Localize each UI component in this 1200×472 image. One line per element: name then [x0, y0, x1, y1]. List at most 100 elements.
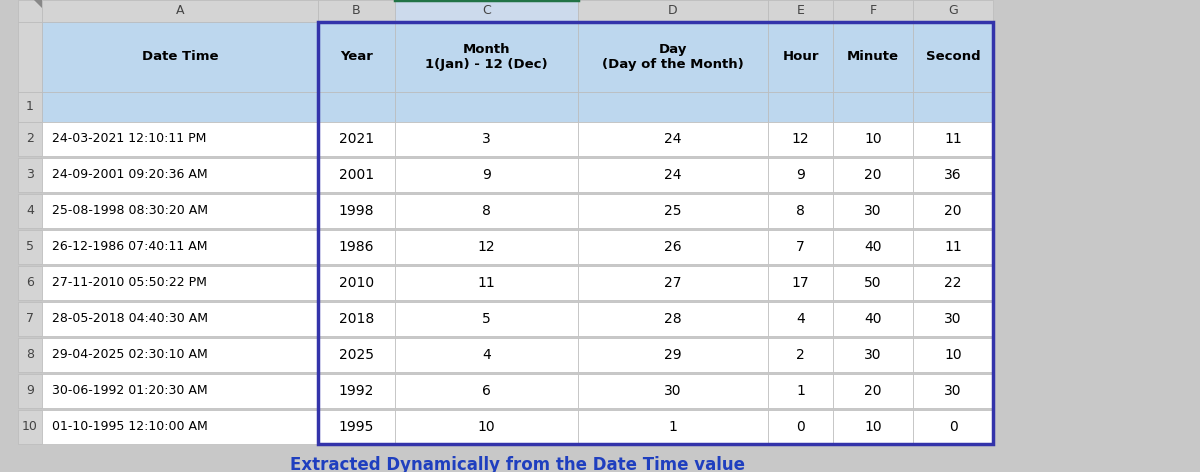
Text: 10: 10 [22, 421, 38, 433]
Text: 2: 2 [796, 348, 805, 362]
Bar [318, 410, 395, 444]
Text: 28: 28 [664, 312, 682, 326]
Text: 3: 3 [26, 169, 34, 182]
Bar [395, 338, 578, 372]
Bar [18, 374, 42, 408]
Bar [318, 158, 395, 192]
Text: G: G [948, 5, 958, 17]
Bar [913, 158, 994, 192]
Text: 36: 36 [944, 168, 962, 182]
Text: 4: 4 [796, 312, 805, 326]
Text: B: B [352, 5, 361, 17]
Text: 1995: 1995 [338, 420, 374, 434]
Bar [318, 194, 395, 228]
Bar [578, 22, 768, 92]
Text: 1: 1 [26, 101, 34, 113]
Text: 4: 4 [26, 204, 34, 218]
Text: 20: 20 [864, 168, 882, 182]
Bar [395, 22, 578, 92]
Bar [18, 22, 42, 92]
Bar [42, 302, 318, 336]
Text: Day
(Day of the Month): Day (Day of the Month) [602, 43, 744, 71]
Text: 7: 7 [796, 240, 805, 254]
Text: 3: 3 [482, 132, 491, 146]
Text: 22: 22 [944, 276, 961, 290]
Bar [42, 266, 318, 300]
Bar [318, 22, 994, 444]
Bar [913, 122, 994, 156]
Bar [318, 22, 395, 92]
Bar [318, 266, 395, 300]
Text: 40: 40 [864, 240, 882, 254]
Text: 4: 4 [482, 348, 491, 362]
Text: 7: 7 [26, 312, 34, 326]
Bar [913, 22, 994, 92]
Text: 11: 11 [944, 240, 962, 254]
Text: 2: 2 [26, 133, 34, 145]
Bar [768, 122, 833, 156]
Bar [913, 374, 994, 408]
Text: 9: 9 [482, 168, 491, 182]
Bar [768, 410, 833, 444]
Text: 27-11-2010 05:50:22 PM: 27-11-2010 05:50:22 PM [52, 277, 206, 289]
Text: 27: 27 [665, 276, 682, 290]
Text: Extracted Dynamically from the Date Time value: Extracted Dynamically from the Date Time… [290, 456, 745, 472]
Bar [395, 266, 578, 300]
Text: 30: 30 [864, 204, 882, 218]
Bar [395, 122, 578, 156]
Text: 9: 9 [26, 385, 34, 397]
Bar [18, 230, 42, 264]
Bar [578, 158, 768, 192]
Text: 12: 12 [478, 240, 496, 254]
Bar [833, 194, 913, 228]
Bar [833, 22, 913, 92]
Text: 8: 8 [482, 204, 491, 218]
Text: 1: 1 [668, 420, 678, 434]
Bar [833, 122, 913, 156]
Text: 5: 5 [26, 241, 34, 253]
Text: 30-06-1992 01:20:30 AM: 30-06-1992 01:20:30 AM [52, 385, 208, 397]
Text: 2021: 2021 [338, 132, 374, 146]
Bar [578, 302, 768, 336]
Text: Second: Second [925, 51, 980, 64]
Text: 29-04-2025 02:30:10 AM: 29-04-2025 02:30:10 AM [52, 348, 208, 362]
Bar [18, 302, 42, 336]
Text: Minute: Minute [847, 51, 899, 64]
Text: 40: 40 [864, 312, 882, 326]
Bar [768, 0, 833, 22]
Bar [833, 266, 913, 300]
Text: 25: 25 [665, 204, 682, 218]
Bar [395, 302, 578, 336]
Text: 1986: 1986 [338, 240, 374, 254]
Bar [395, 230, 578, 264]
Bar [578, 122, 768, 156]
Text: 8: 8 [796, 204, 805, 218]
Bar [318, 92, 395, 122]
Text: 24-03-2021 12:10:11 PM: 24-03-2021 12:10:11 PM [52, 133, 206, 145]
Bar [42, 410, 318, 444]
Polygon shape [34, 0, 42, 8]
Bar [42, 230, 318, 264]
Text: 2018: 2018 [338, 312, 374, 326]
Bar [318, 338, 395, 372]
Bar [395, 410, 578, 444]
Text: 17: 17 [792, 276, 809, 290]
Bar [42, 92, 318, 122]
Bar [833, 302, 913, 336]
Bar [395, 194, 578, 228]
Text: 10: 10 [864, 420, 882, 434]
Text: 10: 10 [864, 132, 882, 146]
Bar [833, 92, 913, 122]
Bar [18, 158, 42, 192]
Bar [833, 158, 913, 192]
Text: 11: 11 [944, 132, 962, 146]
Bar [42, 338, 318, 372]
Bar [18, 0, 42, 22]
Bar [395, 0, 578, 22]
Text: 2001: 2001 [338, 168, 374, 182]
Text: 01-10-1995 12:10:00 AM: 01-10-1995 12:10:00 AM [52, 421, 208, 433]
Text: E: E [797, 5, 804, 17]
Text: 2025: 2025 [340, 348, 374, 362]
Bar [913, 230, 994, 264]
Bar [18, 410, 42, 444]
